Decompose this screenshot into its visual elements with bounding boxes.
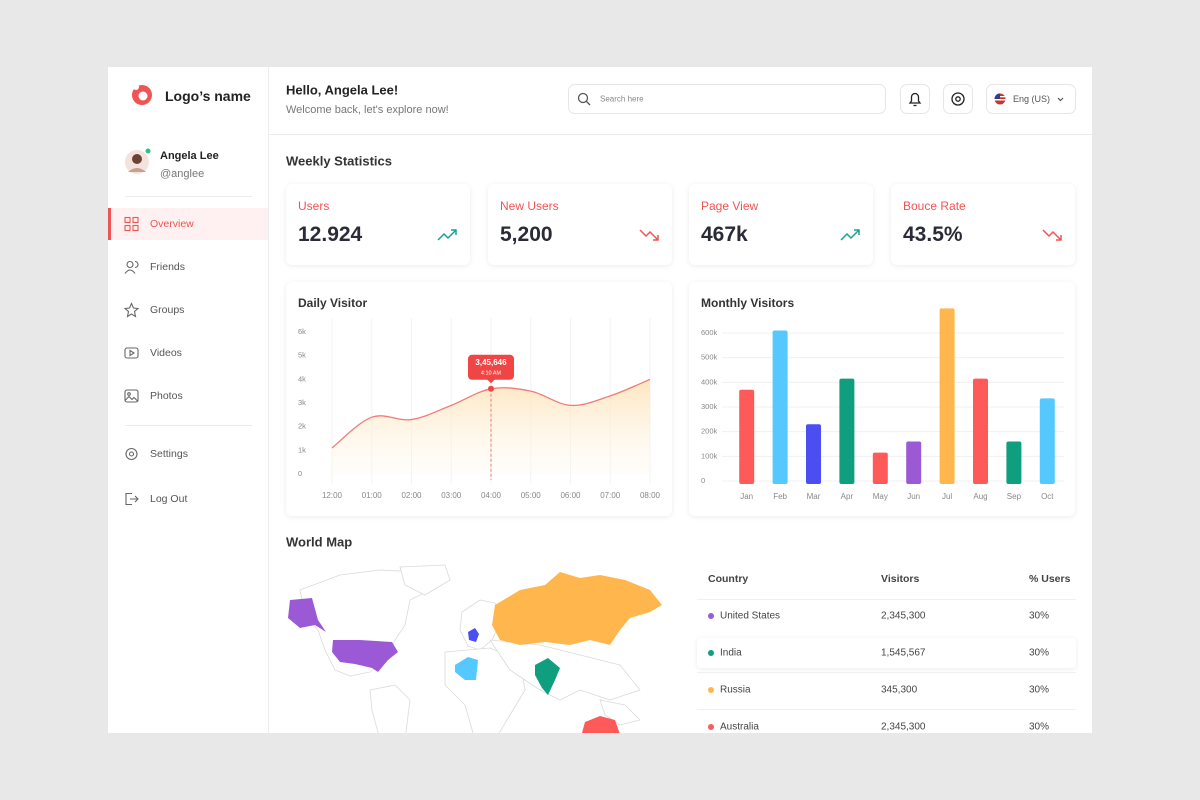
nav-item[interactable]: Overview [150, 218, 194, 230]
active-nav-bg [108, 208, 268, 240]
chart-title: Monthly Visitors [701, 296, 795, 310]
country-name: United States [720, 610, 781, 622]
stat-label: Page View [701, 199, 759, 213]
logo-name: Logo’s name [165, 88, 251, 104]
user-share: 30% [1029, 647, 1050, 659]
profile-name: Angela Lee [160, 150, 219, 162]
visitors: 1,545,567 [881, 647, 926, 659]
chart-card [286, 282, 672, 516]
nav-item[interactable]: Videos [150, 347, 182, 359]
header-border [269, 134, 1092, 135]
subtitle: Welcome back, let's explore now! [286, 104, 449, 116]
stat-value: 467k [701, 223, 748, 246]
visitors: 2,345,300 [881, 610, 926, 622]
sidebar-sep [125, 196, 252, 197]
country-name: Russia [720, 684, 751, 696]
visitors: 345,300 [881, 684, 918, 696]
table-header: Visitors [881, 573, 920, 585]
country-name: India [720, 647, 742, 659]
user-share: 30% [1029, 684, 1050, 696]
stat-value: 12.924 [298, 223, 363, 246]
language-select[interactable] [986, 84, 1076, 114]
visitors: 2,345,300 [881, 721, 926, 733]
stat-value: 5,200 [500, 223, 553, 246]
user-share: 30% [1029, 721, 1050, 733]
section-title: World Map [286, 534, 353, 550]
nav-item[interactable]: Log Out [150, 493, 188, 505]
row-separator [697, 599, 1076, 600]
search-box[interactable] [568, 84, 886, 114]
settings-button[interactable] [943, 84, 973, 114]
language-label: Eng (US) [1013, 94, 1051, 104]
sidebar-border [268, 67, 269, 733]
profile-handle: @anglee [160, 168, 205, 180]
table-header: % Users [1029, 573, 1071, 585]
row-separator [697, 709, 1076, 710]
chart-title: Daily Visitor [298, 296, 368, 310]
stat-value: 43.5% [903, 223, 963, 246]
nav-item[interactable]: Settings [150, 448, 188, 460]
stat-card [488, 184, 672, 265]
table-row-highlight [697, 638, 1076, 668]
search-placeholder: Search here [600, 94, 644, 104]
nav-item[interactable]: Groups [150, 304, 185, 316]
country-name: Australia [720, 721, 759, 733]
stat-card [891, 184, 1075, 265]
notification-button[interactable] [900, 84, 930, 114]
stat-card [689, 184, 873, 265]
stat-label: Users [298, 199, 330, 213]
chart-card [689, 282, 1075, 516]
section-title: Weekly Statistics [286, 153, 392, 169]
stat-card [286, 184, 470, 265]
greeting: Hello, Angela Lee! [286, 82, 399, 98]
nav-item[interactable]: Photos [150, 390, 183, 402]
table-header: Country [708, 573, 749, 585]
sidebar-sep [125, 425, 252, 426]
nav-item[interactable]: Friends [150, 261, 186, 273]
row-separator [697, 672, 1076, 673]
user-share: 30% [1029, 610, 1050, 622]
stat-label: Bouce Rate [903, 199, 966, 213]
stat-label: New Users [500, 199, 559, 213]
